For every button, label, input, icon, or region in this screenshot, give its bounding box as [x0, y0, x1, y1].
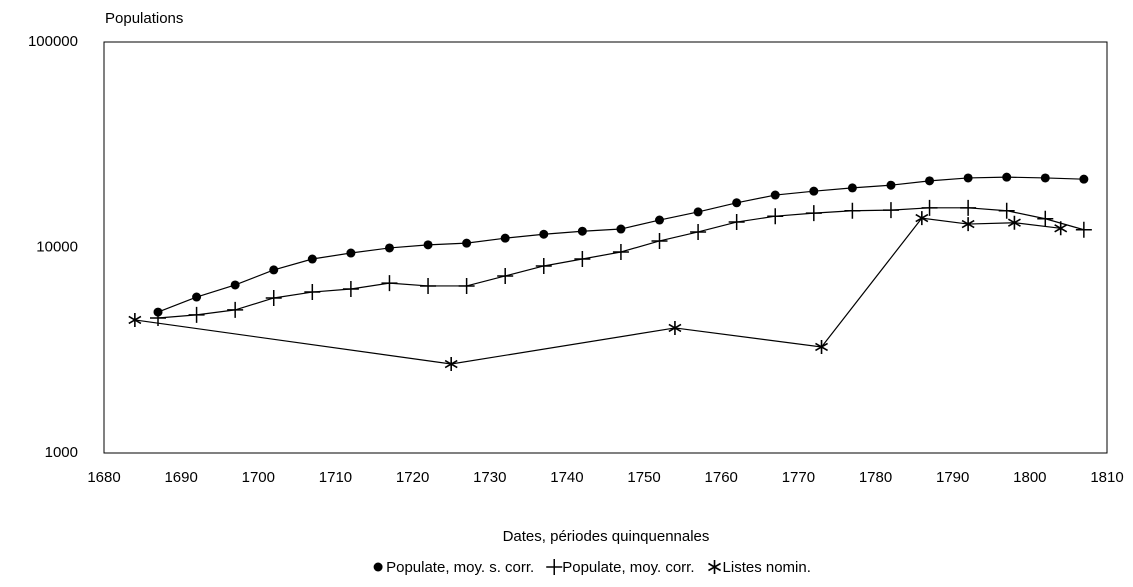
marker — [708, 560, 721, 574]
marker — [805, 205, 822, 222]
marker — [373, 562, 383, 572]
series-line — [134, 217, 1061, 365]
marker — [651, 232, 668, 249]
marker — [693, 207, 703, 217]
x-tick-label: 1710 — [319, 469, 352, 486]
x-tick-label: 1690 — [164, 469, 197, 486]
marker — [915, 211, 929, 226]
marker — [921, 199, 938, 216]
x-tick-label: 1730 — [473, 469, 506, 486]
marker — [227, 301, 244, 318]
x-tick-label: 1740 — [550, 469, 583, 486]
x-tick-label: 1700 — [242, 469, 275, 486]
marker — [844, 202, 861, 219]
x-axis-title: Dates, périodes quinquennales — [503, 528, 710, 545]
marker — [882, 202, 899, 219]
marker — [1075, 221, 1092, 238]
x-tick-label: 1780 — [859, 469, 892, 486]
marker — [1037, 210, 1054, 227]
marker — [690, 223, 707, 240]
legend-label: Listes nomin. — [723, 559, 811, 576]
marker — [1040, 173, 1050, 183]
marker — [574, 251, 591, 268]
marker — [192, 292, 202, 302]
marker — [925, 176, 935, 186]
marker — [546, 559, 563, 575]
marker — [420, 277, 437, 294]
marker — [616, 224, 626, 234]
marker — [770, 190, 780, 200]
marker — [732, 198, 742, 208]
marker — [307, 254, 317, 264]
marker — [960, 199, 977, 216]
marker — [462, 238, 472, 248]
marker — [346, 248, 356, 258]
x-tick-label: 1680 — [87, 469, 120, 486]
marker — [539, 229, 549, 239]
y-tick-label: 10000 — [36, 238, 78, 255]
marker — [381, 275, 398, 292]
marker — [188, 306, 205, 323]
x-tick-label: 1770 — [782, 469, 815, 486]
marker — [304, 284, 321, 301]
plot-frame — [103, 41, 1108, 454]
marker — [497, 267, 514, 284]
x-tick-label: 1800 — [1013, 469, 1046, 486]
marker — [809, 186, 819, 196]
marker — [1079, 174, 1089, 184]
marker — [230, 280, 240, 290]
marker — [847, 183, 857, 193]
marker — [444, 357, 458, 372]
legend-label: Populate, moy. s. corr. — [386, 559, 534, 576]
marker — [728, 214, 745, 231]
x-tick-label: 1750 — [627, 469, 660, 486]
marker — [998, 202, 1015, 219]
y-tick-label: 1000 — [45, 444, 78, 461]
x-tick-label: 1810 — [1090, 469, 1123, 486]
marker — [612, 243, 629, 260]
marker — [1007, 215, 1021, 230]
y-axis-title: Populations — [105, 10, 183, 27]
marker — [342, 281, 359, 298]
marker — [535, 257, 552, 274]
marker — [963, 173, 973, 183]
marker — [384, 243, 394, 253]
y-tick-label: 100000 — [28, 33, 78, 50]
x-tick-label: 1760 — [705, 469, 738, 486]
marker — [577, 226, 587, 236]
marker — [458, 277, 475, 294]
marker — [886, 180, 896, 190]
marker — [655, 215, 665, 225]
legend-label: Populate, moy. corr. — [562, 559, 694, 576]
marker — [500, 233, 510, 243]
marker — [815, 339, 828, 354]
marker — [423, 240, 433, 250]
marker — [128, 312, 142, 327]
x-tick-label: 1790 — [936, 469, 969, 486]
x-tick-label: 1720 — [396, 469, 429, 486]
marker — [1002, 172, 1012, 182]
marker — [668, 320, 682, 335]
legend: Populate, moy. s. corr. Populate, moy. co… — [373, 559, 811, 576]
marker — [767, 208, 784, 225]
marker — [1054, 221, 1068, 236]
marker — [265, 289, 282, 306]
marker — [269, 265, 279, 275]
marker — [961, 217, 975, 232]
